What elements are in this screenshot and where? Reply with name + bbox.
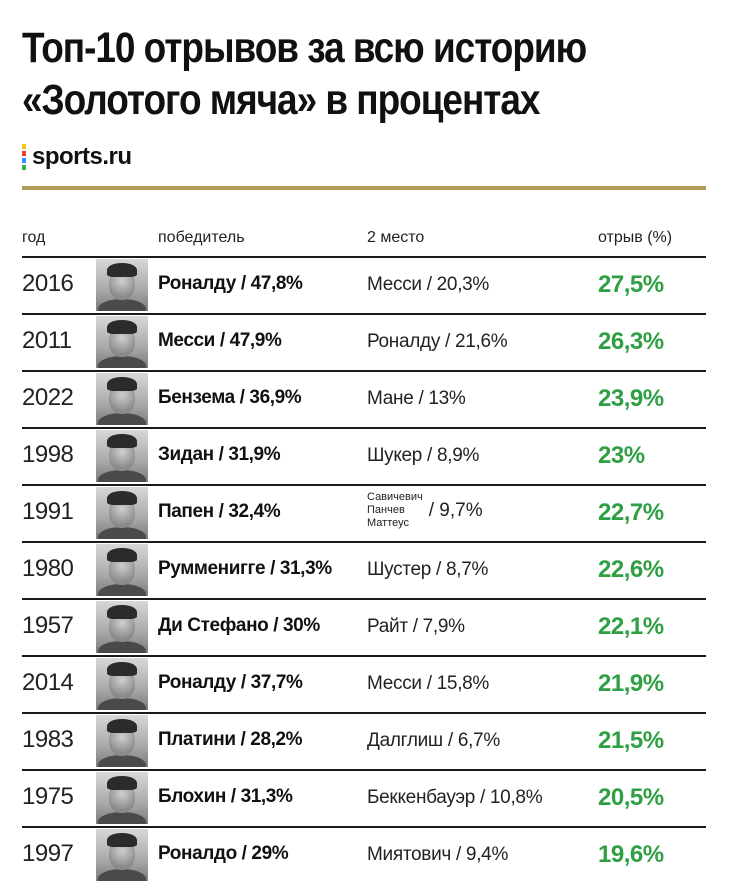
- row-second: Райт / 7,9%: [367, 616, 465, 637]
- table-row: 1998 Зидан / 31,9% Шукер / 8,9% 23%: [22, 427, 706, 484]
- brand-logo: sports.ru: [22, 142, 132, 172]
- second-name: Маттеус: [367, 517, 409, 529]
- table-row: 1957 Ди Стефано / 30% Райт / 7,9% 22,1%: [22, 598, 706, 655]
- row-gap: 21,5%: [598, 727, 664, 754]
- table-header: год победитель 2 место отрыв (%): [0, 229, 730, 251]
- row-year: 1975: [22, 783, 74, 810]
- row-gap: 22,7%: [598, 499, 664, 526]
- table-row: 2022 Бензема / 36,9% Мане / 13% 23,9%: [22, 370, 706, 427]
- player-photo: [96, 544, 148, 596]
- brand-dots-icon: [22, 144, 26, 170]
- row-second: Шустер / 8,7%: [367, 559, 489, 580]
- row-year: 2014: [22, 669, 74, 696]
- row-gap: 20,5%: [598, 784, 664, 811]
- player-photo: [96, 715, 148, 767]
- player-photo: [96, 829, 148, 881]
- row-gap: 22,1%: [598, 613, 664, 640]
- row-winner: Ди Стефано / 30%: [158, 615, 320, 636]
- row-winner: Румменигге / 31,3%: [158, 558, 332, 579]
- row-gap: 21,9%: [598, 670, 664, 697]
- table-row: 1983 Платини / 28,2% Далглиш / 6,7% 21,5…: [22, 712, 706, 769]
- second-place-names: Савичевич Панчев Маттеус: [367, 491, 423, 530]
- player-photo: [96, 487, 148, 539]
- row-year: 2016: [22, 270, 74, 297]
- table-row: 1980 Румменигге / 31,3% Шустер / 8,7% 22…: [22, 541, 706, 598]
- row-winner: Папен / 32,4%: [158, 501, 281, 522]
- row-year: 1980: [22, 555, 74, 582]
- row-second: Савичевич Панчев Маттеус / 9,7%: [367, 491, 483, 530]
- header-winner: победитель: [158, 229, 245, 246]
- row-year: 1997: [22, 840, 74, 867]
- table-row: 2016 Роналду / 47,8% Месси / 20,3% 27,5%: [22, 256, 706, 313]
- table-row: 1975 Блохин / 31,3% Беккенбауэр / 10,8% …: [22, 769, 706, 826]
- row-second: Роналду / 21,6%: [367, 331, 508, 352]
- row-year: 1983: [22, 726, 74, 753]
- row-gap: 26,3%: [598, 328, 664, 355]
- divider: [22, 186, 706, 190]
- row-second: Месси / 15,8%: [367, 673, 490, 694]
- second-percent: / 9,7%: [428, 499, 483, 521]
- player-photo: [96, 601, 148, 653]
- row-second: Мане / 13%: [367, 388, 466, 409]
- row-winner: Зидан / 31,9%: [158, 444, 281, 465]
- row-year: 2011: [22, 327, 72, 354]
- table-row: 2011 Месси / 47,9% Роналду / 21,6% 26,3%: [22, 313, 706, 370]
- row-winner: Бензема / 36,9%: [158, 387, 302, 408]
- row-winner: Роналду / 47,8%: [158, 273, 303, 294]
- table-row: 2014 Роналду / 37,7% Месси / 15,8% 21,9%: [22, 655, 706, 712]
- player-photo: [96, 772, 148, 824]
- row-second: Шукер / 8,9%: [367, 445, 480, 466]
- row-gap: 23%: [598, 442, 645, 469]
- header-year: год: [22, 229, 46, 246]
- row-winner: Платини / 28,2%: [158, 729, 303, 750]
- row-year: 1957: [22, 612, 74, 639]
- second-name: Савичевич: [367, 491, 423, 503]
- row-year: 1991: [22, 498, 74, 525]
- title-line-1: Топ-10 отрывов за всю историю: [22, 24, 587, 72]
- brand-name: sports.ru: [32, 143, 132, 170]
- page-title: Топ-10 отрывов за всю историю «Золотого …: [22, 22, 587, 126]
- player-photo: [96, 430, 148, 482]
- header-second: 2 место: [367, 229, 425, 246]
- row-winner: Роналдо / 29%: [158, 843, 289, 864]
- row-winner: Роналду / 37,7%: [158, 672, 303, 693]
- row-gap: 19,6%: [598, 841, 664, 868]
- header-gap: отрыв (%): [598, 229, 673, 246]
- table-body: 2016 Роналду / 47,8% Месси / 20,3% 27,5%…: [22, 256, 706, 883]
- row-second: Месси / 20,3%: [367, 274, 490, 295]
- player-photo: [96, 259, 148, 311]
- player-photo: [96, 316, 148, 368]
- player-photo: [96, 658, 148, 710]
- second-name: Панчев: [367, 504, 405, 516]
- row-second: Беккенбауэр / 10,8%: [367, 787, 543, 808]
- row-gap: 27,5%: [598, 271, 664, 298]
- table-row: 1991 Папен / 32,4% Савичевич Панчев Матт…: [22, 484, 706, 541]
- row-second: Далглиш / 6,7%: [367, 730, 500, 751]
- row-gap: 22,6%: [598, 556, 664, 583]
- row-year: 1998: [22, 441, 74, 468]
- player-photo: [96, 373, 148, 425]
- row-second: Миятович / 9,4%: [367, 844, 509, 865]
- row-winner: Месси / 47,9%: [158, 330, 282, 351]
- title-line-2: «Золотого мяча» в процентах: [22, 76, 540, 124]
- row-winner: Блохин / 31,3%: [158, 786, 293, 807]
- table-row: 1997 Роналдо / 29% Миятович / 9,4% 19,6%: [22, 826, 706, 883]
- row-gap: 23,9%: [598, 385, 664, 412]
- row-year: 2022: [22, 384, 74, 411]
